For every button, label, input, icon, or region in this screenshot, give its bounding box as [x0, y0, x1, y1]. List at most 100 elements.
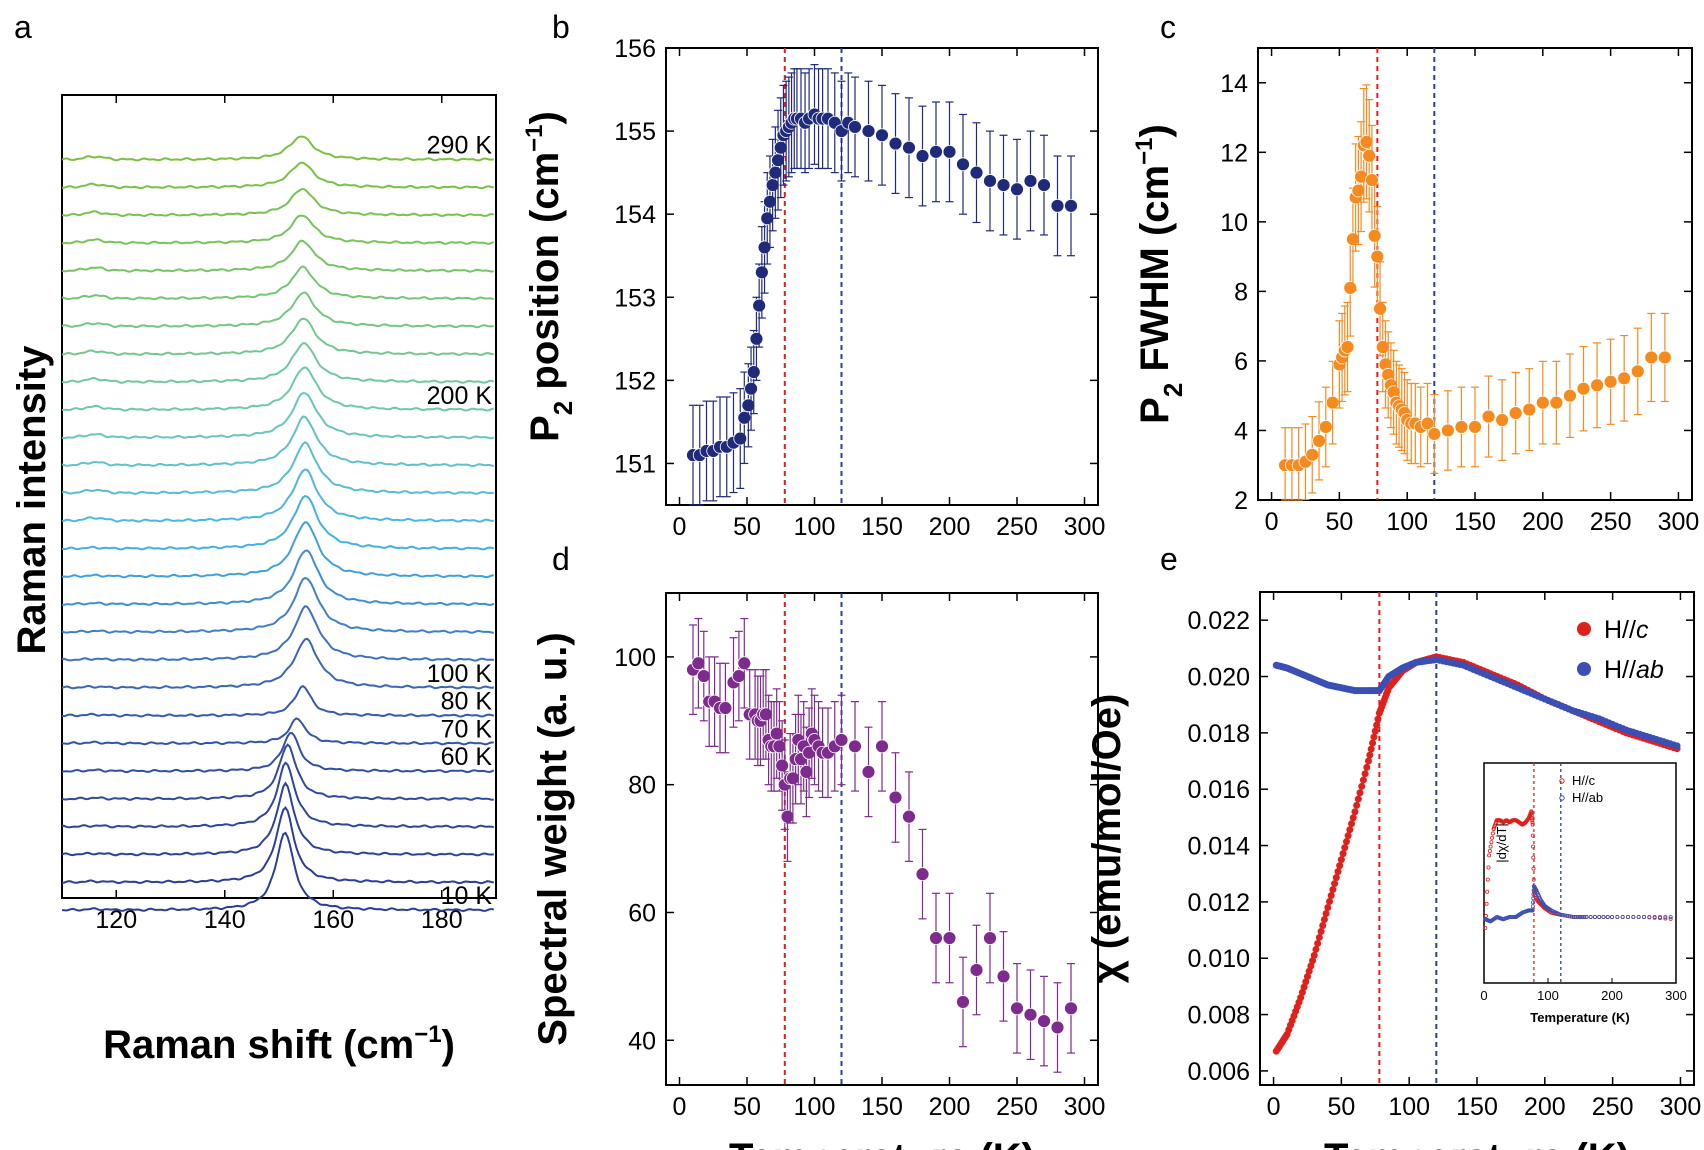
inset-point [1584, 915, 1589, 920]
inset-point [1578, 915, 1583, 920]
spectrum-line [61, 684, 495, 718]
y-axis-title-part-0: Raman intensity [10, 345, 54, 655]
data-point [875, 128, 889, 143]
inset-x-tick-label: 0 [1480, 988, 1487, 1003]
spectrum-line [61, 366, 495, 412]
inset-x-axis-title: Temperature (K) [1530, 1010, 1629, 1025]
data-point [929, 144, 943, 159]
inset-point [1485, 877, 1490, 882]
curve-point [1302, 978, 1310, 986]
data-point [929, 931, 943, 945]
data-point [983, 174, 997, 188]
inset-point [1489, 840, 1494, 845]
curve-point [1370, 733, 1378, 741]
inset-point [1582, 915, 1587, 920]
data-point [732, 669, 746, 683]
inset-x-tick-label: 300 [1665, 988, 1687, 1003]
y-tick-label: 151 [614, 450, 656, 478]
x-tick-label: 100 [794, 513, 836, 541]
curve-point [1332, 874, 1340, 882]
spectrum-line [62, 161, 494, 190]
curve-point [1336, 862, 1344, 870]
curve-point [1344, 832, 1352, 840]
panel-label-b: b [552, 9, 570, 45]
curve-point [1365, 757, 1372, 765]
data-point [1468, 420, 1482, 434]
spectrum-line [61, 468, 494, 523]
data-point [768, 165, 783, 180]
data-point [737, 656, 752, 671]
x-tick-label: 300 [1660, 1093, 1702, 1121]
inset-frame [1483, 762, 1677, 984]
data-point [1590, 378, 1604, 393]
legend-label: H//c [1604, 616, 1649, 644]
inset-point [1636, 915, 1641, 920]
inset-point [1563, 913, 1568, 918]
panel-label-c: c [1160, 9, 1176, 45]
y-tick-label: 6 [1234, 348, 1248, 376]
data-point [763, 194, 777, 209]
inset-point [1668, 915, 1673, 920]
data-point [749, 331, 764, 346]
data-point [1064, 198, 1078, 213]
y-axis-title-part-2: position (cm [523, 152, 567, 401]
data-point [1365, 173, 1379, 188]
legend-marker [1577, 662, 1591, 676]
curve-point [1327, 892, 1335, 900]
curve-point [1351, 808, 1359, 816]
curve-point [1339, 850, 1347, 858]
data-point [1346, 232, 1360, 247]
inset-point [1483, 926, 1488, 931]
data-point [1522, 402, 1537, 417]
y-tick-label: 8 [1234, 278, 1248, 306]
y-axis-title: χ (emu/mol/Oe) [1085, 694, 1129, 984]
inset-y-axis-title: |dχ/dT| [1494, 823, 1509, 863]
x-axis-title: Temperature (K) [1324, 1136, 1630, 1150]
x-tick-label: 150 [861, 513, 903, 541]
spectrum-line [62, 549, 495, 607]
spectrum-line [61, 441, 494, 495]
data-point [1010, 1001, 1024, 1016]
y-axis-title: P2 position (cm−1) [521, 111, 578, 442]
spectrum-line [61, 637, 494, 690]
data-point [1576, 381, 1591, 396]
spectrum-line [61, 317, 494, 357]
inset-point [1531, 877, 1536, 882]
curve-point [1361, 770, 1369, 778]
y-tick-label: 4 [1234, 417, 1248, 445]
spectrum-line [61, 214, 495, 245]
inset-legend-label: H//ab [1572, 790, 1603, 805]
data-point [996, 969, 1011, 984]
spectrum-line [61, 743, 494, 801]
spectrum-line [61, 806, 494, 885]
inset-point [1626, 915, 1631, 920]
data-point [983, 931, 997, 945]
x-tick-label: 150 [1456, 1093, 1498, 1121]
temperature-label: 80 K [441, 688, 493, 716]
chart-b: 0 50 100 150 200 250 300 151 152 153 154 155 156 P2 p… [521, 35, 1105, 541]
x-tick-label: 300 [1064, 513, 1106, 541]
x-tick-label: 200 [1524, 1093, 1566, 1121]
y-tick-label: 0.010 [1187, 945, 1250, 973]
legend-label-italic: c [1636, 616, 1649, 644]
spectrum-line [61, 392, 495, 440]
x-axis-title: Raman shift (cm−1) [103, 1021, 455, 1067]
curve-point [1322, 910, 1330, 918]
curve-point [1314, 939, 1322, 947]
data-point [1023, 174, 1038, 188]
inset-point [1558, 912, 1563, 917]
data-point [1481, 409, 1496, 424]
inset-point [1530, 904, 1535, 909]
curve-point [1324, 904, 1332, 912]
x-tick-label: 0 [1267, 1093, 1281, 1121]
data-point [746, 365, 761, 379]
curve-point [1329, 886, 1337, 894]
curve-point [1363, 763, 1371, 771]
inset-point [1531, 892, 1536, 897]
x-tick-label: 160 [312, 906, 354, 934]
temperature-label: 100 K [427, 660, 493, 688]
x-tick-label: 200 [1522, 508, 1564, 536]
curve-point [1300, 983, 1308, 991]
